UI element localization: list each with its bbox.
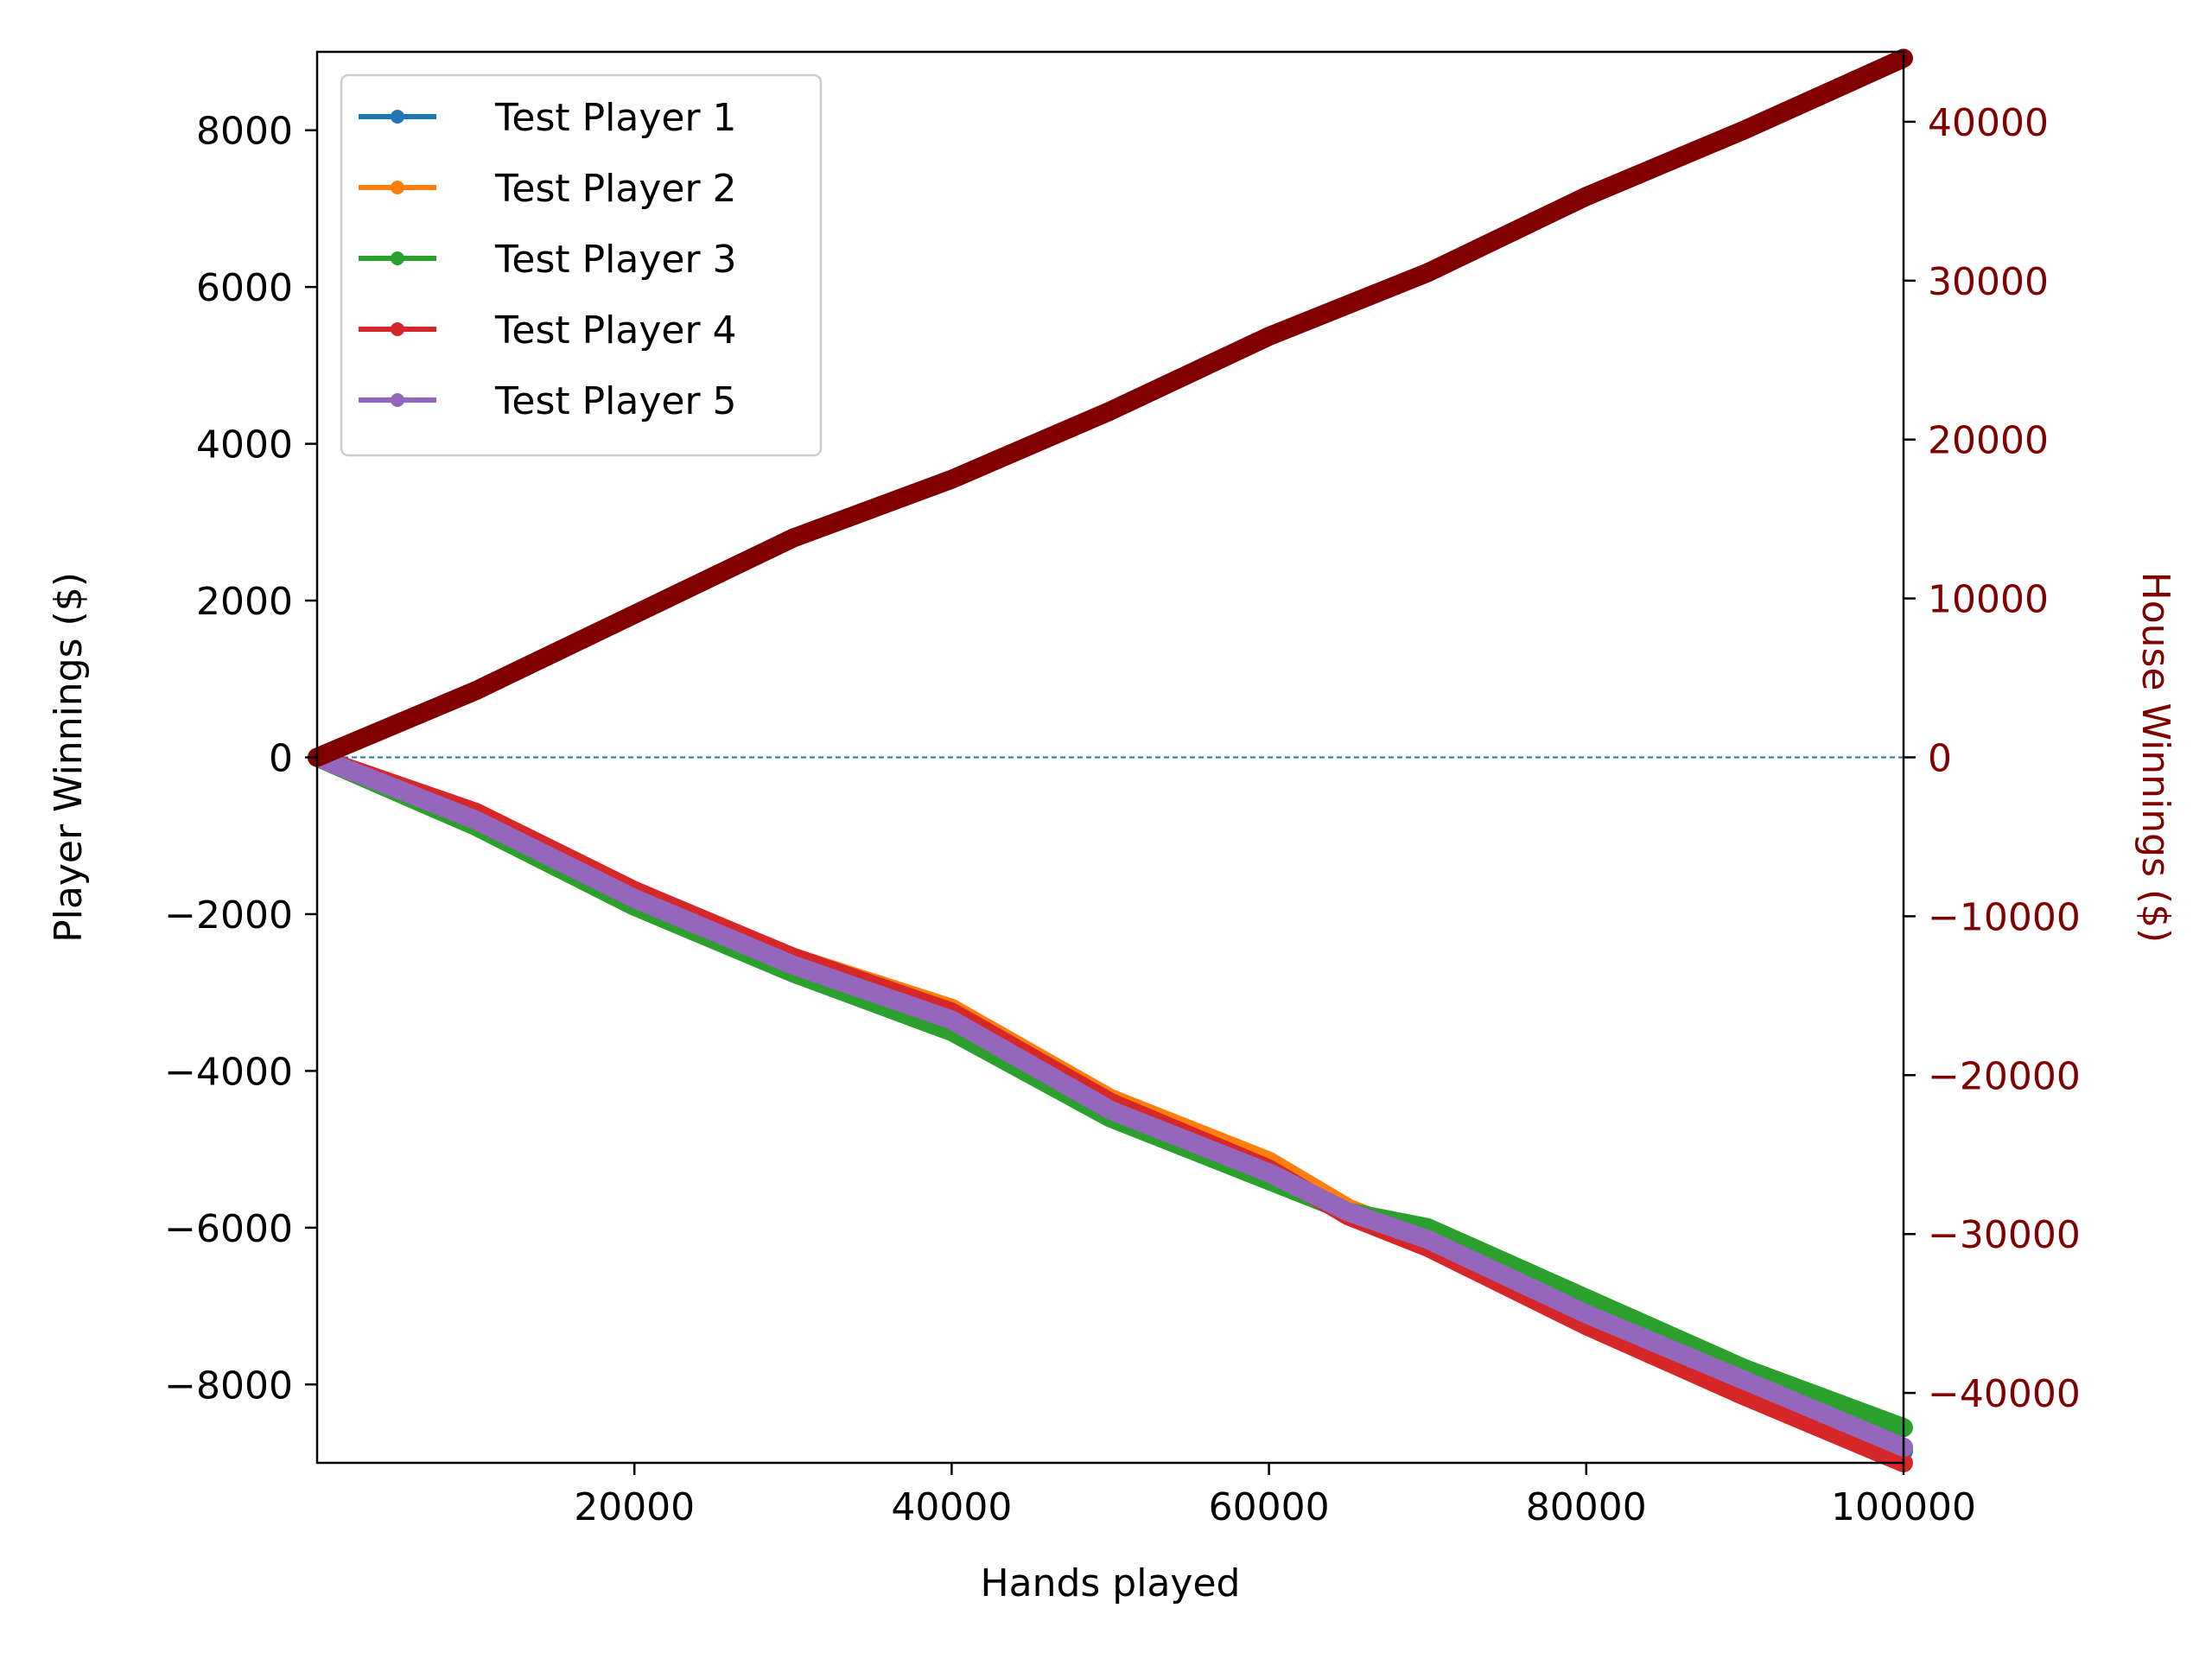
- y-left-tick-label: −4000: [164, 1050, 293, 1094]
- y-right-tick-label: 40000: [1928, 101, 2049, 145]
- x-tick-label: 80000: [1526, 1485, 1647, 1529]
- legend-swatch-marker: [391, 393, 404, 407]
- legend-swatch-marker: [391, 110, 404, 124]
- y-right-tick-label: 20000: [1928, 419, 2049, 463]
- y-left-axis-label: Player Winnings ($): [47, 572, 91, 943]
- y-right-tick-label: 30000: [1928, 260, 2049, 304]
- y-right-tick-label: 0: [1928, 737, 1952, 781]
- legend-label: Test Player 3: [494, 238, 737, 282]
- y-right-axis-label: House Winnings ($): [2133, 572, 2177, 944]
- legend: Test Player 1 Test Player 2 Test Player 3 T…: [340, 73, 823, 457]
- y-left-tick-label: 4000: [196, 423, 293, 467]
- y-left-tick-label: −6000: [164, 1207, 293, 1251]
- legend-swatch-marker: [391, 322, 404, 336]
- legend-swatch-marker: [391, 181, 404, 194]
- y-left-tick-label: 6000: [196, 266, 293, 310]
- y-left-tick-label: −2000: [164, 893, 293, 938]
- y-right-tick-label: −20000: [1928, 1054, 2081, 1098]
- x-axis-label: Hands played: [981, 1561, 1241, 1605]
- legend-label: Test Player 4: [494, 308, 737, 353]
- y-right-tick-label: −30000: [1928, 1213, 2081, 1257]
- legend-label: Test Player 5: [494, 379, 737, 423]
- x-tick-label: 20000: [574, 1485, 695, 1529]
- y-right-tick-label: 10000: [1928, 578, 2049, 622]
- x-tick-label: 40000: [891, 1485, 1012, 1529]
- y-left-tick-label: −8000: [164, 1363, 293, 1408]
- series-layer: [308, 48, 1913, 1472]
- x-tick-label: 100000: [1831, 1485, 1976, 1529]
- legend-label: Test Player 1: [494, 96, 737, 140]
- series-line-house: [308, 48, 1913, 767]
- y-right-tick-label: −10000: [1928, 895, 2081, 939]
- x-tick-label: 60000: [1209, 1485, 1330, 1529]
- axes-layer: 20000 40000 60000 80000 10000080006000400020…: [47, 50, 2177, 1605]
- legend-label: Test Player 2: [494, 167, 737, 211]
- y-left-tick-label: 2000: [196, 580, 293, 624]
- legend-box: [340, 73, 823, 457]
- y-left-tick-label: 0: [269, 737, 293, 781]
- y-left-tick-label: 8000: [196, 110, 293, 154]
- legend-swatch-marker: [391, 251, 404, 265]
- series-line-test-player-5: [308, 747, 1913, 1457]
- y-right-tick-label: −40000: [1928, 1372, 2081, 1416]
